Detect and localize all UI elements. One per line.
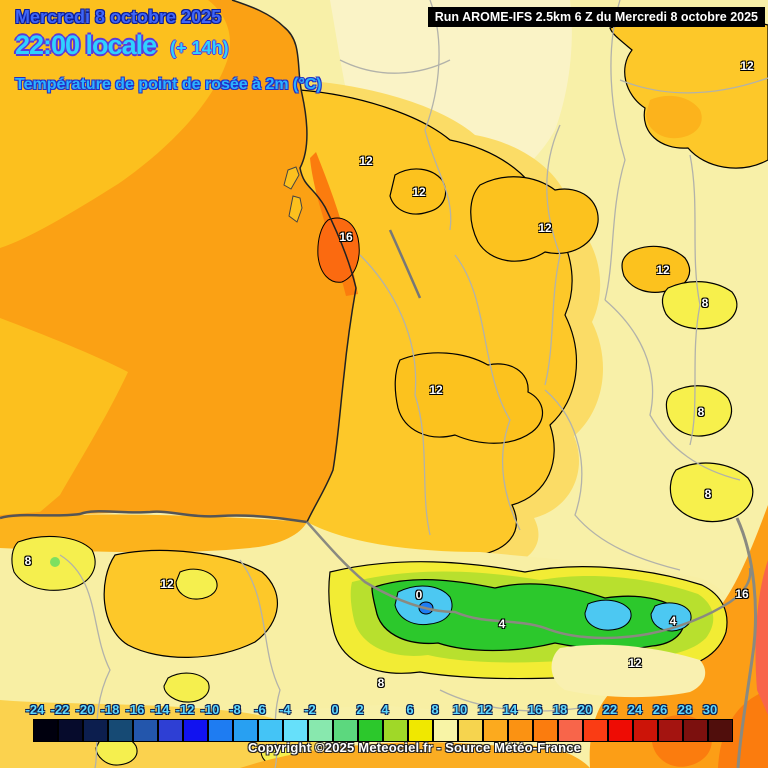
scale-cell [633, 719, 658, 742]
contour-label: 0 [415, 588, 423, 602]
contour-label: 12 [538, 221, 552, 235]
scale-cell [133, 719, 158, 742]
model-run-info: Run AROME-IFS 2.5km 6 Z du Mercredi 8 oc… [427, 7, 765, 27]
contour-label: 4 [669, 614, 677, 628]
northeast-amber-patch [646, 95, 702, 139]
scale-cell [358, 719, 383, 742]
scale-tick-label: 20 [577, 702, 593, 717]
contour-label: 8 [704, 487, 712, 501]
scale-cell [683, 719, 708, 742]
scale-tick-label: -8 [229, 702, 241, 717]
scale-tick-label: 30 [702, 702, 718, 717]
scale-cell [433, 719, 458, 742]
scale-tick-label: 4 [381, 702, 389, 717]
scale-cell [58, 719, 83, 742]
scale-cell [533, 719, 558, 742]
time-label: 22:00 locale (+ 14h) [15, 30, 229, 61]
contour-label: 12 [412, 185, 426, 199]
scale-cell [333, 719, 358, 742]
scale-cell [383, 719, 408, 742]
copyright-notice: Copyright ©2025 Meteociel.fr - Source Mé… [248, 740, 582, 755]
green-speck [50, 557, 60, 567]
spanish-coastline [0, 510, 308, 524]
map-parameter-title: Température de point de rosée à 2m (°C) [15, 76, 322, 93]
contour-label: 12 [160, 577, 174, 591]
contour-label: 12 [740, 59, 754, 73]
scale-tick-label: 22 [602, 702, 618, 717]
south-cream-band [551, 644, 706, 698]
scale-tick-label: 12 [477, 702, 493, 717]
scale-tick-label: -12 [175, 702, 195, 717]
scale-tick-label: 18 [552, 702, 568, 717]
border-line [306, 521, 752, 640]
scale-cell [508, 719, 533, 742]
date-label: Mercredi 8 octobre 2025 [15, 7, 222, 27]
mediterranean-river [735, 517, 757, 768]
scale-cell [183, 719, 208, 742]
scale-tick-label: -6 [254, 702, 266, 717]
scale-tick-label: 28 [677, 702, 693, 717]
bottom-center-orange [240, 742, 590, 768]
scale-tick-label: 0 [331, 702, 339, 717]
scale-cell [408, 719, 433, 742]
scale-cell [708, 719, 733, 742]
contour-label: 12 [656, 263, 670, 277]
sea-amber-northwest [0, 0, 230, 248]
contour-label: 8 [377, 676, 385, 690]
contour-label: 8 [697, 405, 705, 419]
scale-cell [308, 719, 333, 742]
mediterranean-orange-region [589, 505, 768, 768]
scale-cell [208, 719, 233, 742]
scale-tick-label: -4 [279, 702, 291, 717]
scale-tick-label: 6 [406, 702, 414, 717]
scale-tick-label: -14 [150, 702, 170, 717]
scale-tick-label: 8 [431, 702, 439, 717]
scale-cell [258, 719, 283, 742]
scale-tick-label: 10 [452, 702, 468, 717]
scale-cell [658, 719, 683, 742]
scale-tick-label: -10 [200, 702, 220, 717]
contour-label: 16 [339, 230, 353, 244]
scale-tick-label: 24 [627, 702, 643, 717]
local-time: 22:00 locale [15, 30, 157, 60]
scale-cell [608, 719, 633, 742]
spain-gold-blob [103, 549, 278, 658]
scale-cell [83, 719, 108, 742]
forecast-offset: (+ 14h) [170, 38, 229, 58]
scale-tick-label: -22 [50, 702, 70, 717]
scale-tick-label: -2 [304, 702, 316, 717]
scale-cell [283, 719, 308, 742]
scale-tick-label: 2 [356, 702, 364, 717]
scale-cell [33, 719, 58, 742]
scale-cell [233, 719, 258, 742]
coastal-islands [283, 166, 303, 223]
estuary-16-blob [317, 217, 360, 283]
contour-label: 12 [628, 656, 642, 670]
gironde-river [388, 229, 422, 299]
scale-cell [108, 719, 133, 742]
scale-cell [483, 719, 508, 742]
scale-cell [583, 719, 608, 742]
contour-label: 4 [498, 617, 506, 631]
scale-tick-label: -16 [125, 702, 145, 717]
sea-amber-west-wedge [0, 318, 128, 515]
scale-tick-label: 14 [502, 702, 518, 717]
scale-tick-label: -20 [75, 702, 95, 717]
scale-tick-label: 26 [652, 702, 668, 717]
scale-tick-label: 16 [527, 702, 543, 717]
contour-label: 12 [359, 154, 373, 168]
contour-label: 8 [24, 554, 32, 568]
contour-label: 16 [735, 587, 749, 601]
contour-label: 8 [701, 296, 709, 310]
scale-cell [558, 719, 583, 742]
scale-tick-label: -18 [100, 702, 120, 717]
scale-cell [458, 719, 483, 742]
contour-label: 12 [429, 383, 443, 397]
scale-tick-label: -24 [25, 702, 45, 717]
french-coastline [231, 0, 357, 523]
department-boundaries [59, 0, 768, 768]
scale-cell [158, 719, 183, 742]
